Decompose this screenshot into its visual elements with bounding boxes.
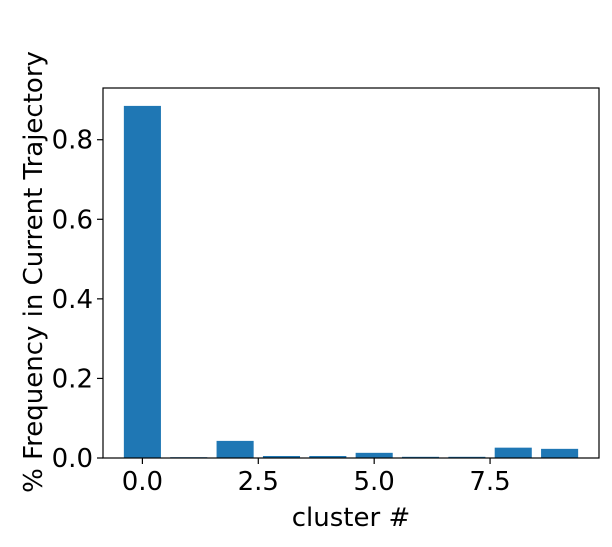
x-tick-label: 0.0: [122, 467, 163, 497]
bar-cluster-3: [262, 456, 301, 458]
y-tick-label: 0.2: [52, 364, 93, 394]
y-tick-label: 0.8: [52, 126, 93, 156]
y-axis-ticks: 0.0 0.2 0.4 0.6 0.8: [52, 126, 103, 474]
bars-group: [123, 105, 579, 459]
x-tick-label: 5.0: [353, 467, 394, 497]
bar-cluster-5: [355, 452, 393, 458]
plot-area-frame: [102, 87, 600, 459]
x-axis-title: cluster #: [292, 503, 410, 533]
x-tick-label: 7.5: [469, 467, 510, 497]
bar-cluster-8: [494, 447, 532, 458]
y-tick-label: 0.0: [52, 444, 93, 474]
bar-cluster-0: [123, 105, 161, 459]
y-tick-label: 0.6: [52, 205, 93, 235]
y-axis-title: % Frequency in Current Trajectory: [19, 51, 49, 493]
bar-cluster-4: [309, 456, 347, 458]
x-axis-ticks: 0.0 2.5 5.0 7.5: [122, 458, 511, 497]
bar-cluster-2: [216, 440, 254, 458]
bar-cluster-9: [541, 448, 579, 458]
x-tick-label: 2.5: [238, 467, 279, 497]
y-tick-label: 0.4: [52, 285, 93, 315]
